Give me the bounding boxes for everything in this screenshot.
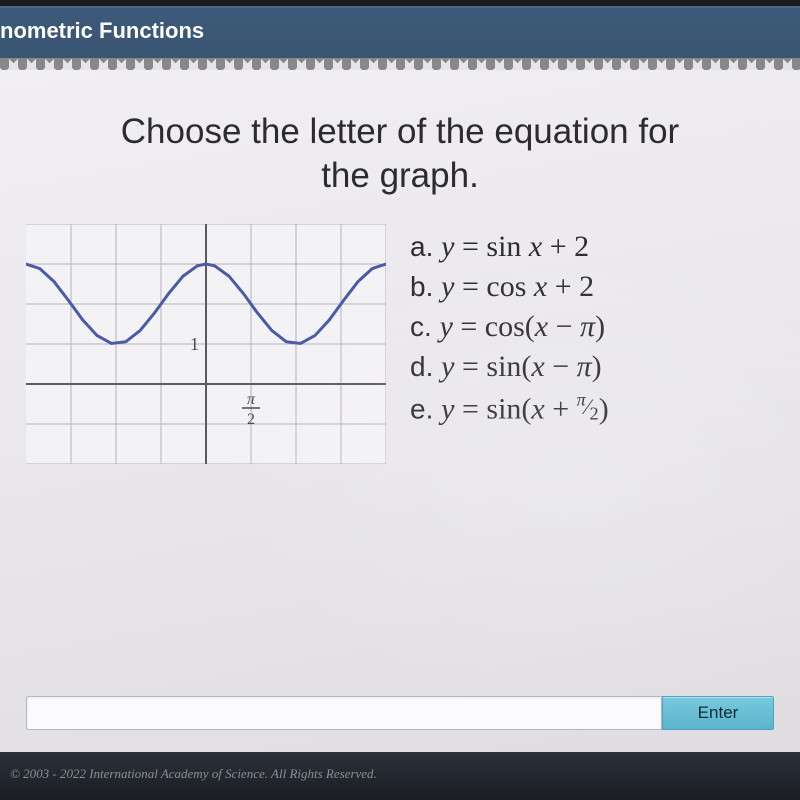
answer-row: Enter bbox=[26, 696, 774, 730]
graph-svg: 1 π 2 bbox=[26, 224, 386, 464]
trig-graph: 1 π 2 bbox=[26, 224, 386, 464]
option-b[interactable]: b. y = cos x + 2 bbox=[410, 270, 774, 304]
torn-edge-decoration bbox=[0, 58, 800, 70]
option-letter: a. bbox=[410, 231, 441, 262]
svg-text:1: 1 bbox=[190, 334, 199, 354]
answer-options: a. y = sin x + 2 b. y = cos x + 2 c. y =… bbox=[410, 224, 774, 432]
work-area: 1 π 2 a. y = sin x + 2 b. y = cos x + 2 c.… bbox=[26, 224, 774, 464]
option-d[interactable]: d. y = sin(x − π) bbox=[410, 350, 774, 384]
svg-text:2: 2 bbox=[247, 411, 255, 428]
option-letter: c. bbox=[410, 311, 440, 342]
option-letter: e. bbox=[410, 393, 441, 424]
option-c[interactable]: c. y = cos(x − π) bbox=[410, 310, 774, 344]
option-letter: b. bbox=[410, 271, 441, 302]
option-letter: d. bbox=[410, 351, 441, 382]
option-a[interactable]: a. y = sin x + 2 bbox=[410, 230, 774, 264]
question-prompt: Choose the letter of the equation for th… bbox=[26, 110, 774, 198]
svg-text:π: π bbox=[247, 391, 256, 408]
answer-input[interactable] bbox=[26, 696, 662, 730]
lesson-header: nometric Functions bbox=[0, 6, 800, 58]
lesson-title: nometric Functions bbox=[0, 18, 204, 43]
enter-button[interactable]: Enter bbox=[662, 696, 774, 730]
screen-frame: nometric Functions Choose the letter of … bbox=[0, 0, 800, 800]
option-e[interactable]: e. y = sin(x + π⁄2) bbox=[410, 390, 774, 426]
copyright-footer: © 2003 - 2022 International Academy of S… bbox=[0, 752, 800, 800]
question-panel: Choose the letter of the equation for th… bbox=[0, 70, 800, 752]
